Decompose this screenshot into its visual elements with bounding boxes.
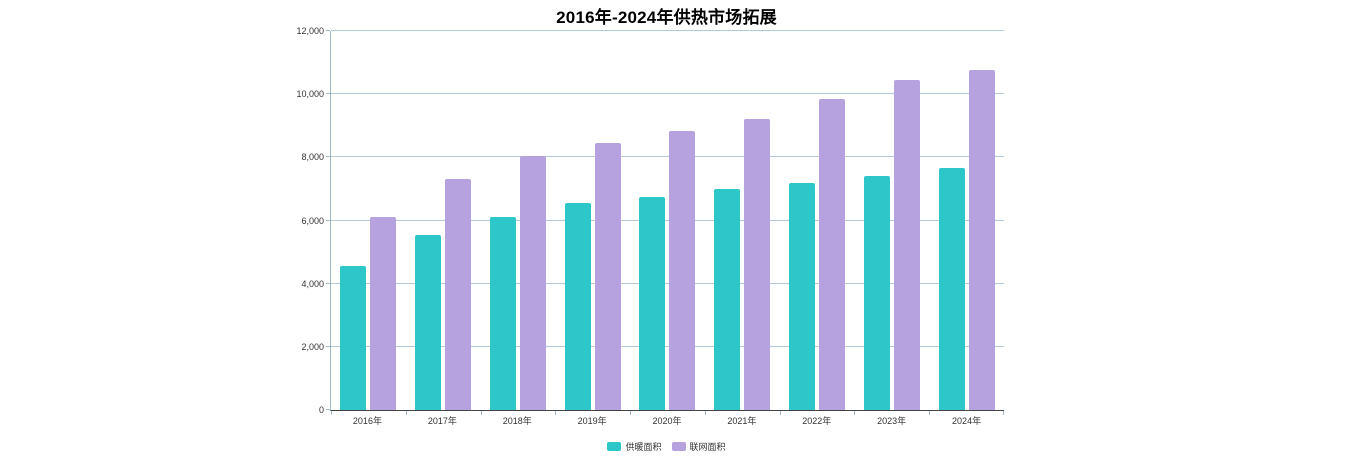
y-axis-label: 2,000 bbox=[301, 341, 324, 352]
y-axis-tick bbox=[326, 345, 330, 347]
y-axis-label: 6,000 bbox=[301, 215, 324, 226]
y-axis-tick bbox=[326, 93, 330, 95]
bar-group-2022年 bbox=[780, 31, 855, 410]
bar-series1-2023年[interactable] bbox=[863, 176, 890, 410]
legend-label: 联网面积 bbox=[689, 442, 726, 452]
gridline bbox=[331, 282, 1004, 284]
bar-group-2023年 bbox=[854, 31, 929, 410]
y-axis-label: 8,000 bbox=[301, 152, 324, 163]
x-axis-tick bbox=[331, 411, 332, 415]
legend-label: 供暖面积 bbox=[625, 442, 662, 452]
y-axis-label: 12,000 bbox=[296, 26, 324, 36]
y-axis-label: 4,000 bbox=[301, 278, 324, 289]
plot-area bbox=[326, 30, 1004, 415]
bar-series2-2017年[interactable] bbox=[445, 179, 472, 410]
y-axis-labels: 0 2,000 4,000 6,000 8,000 10,000 12,000 bbox=[0, 26, 324, 415]
x-axis-label: 2021年 bbox=[727, 416, 757, 426]
series2-swatch-icon bbox=[671, 442, 686, 451]
x-axis-tick bbox=[630, 411, 632, 415]
y-axis-label: 10,000 bbox=[296, 89, 324, 100]
gridline bbox=[331, 345, 1004, 347]
y-axis-tick bbox=[326, 282, 330, 284]
gridline bbox=[331, 156, 1004, 158]
legend-item-series2[interactable]: 联网面积 bbox=[671, 440, 726, 453]
bar-group-2020年 bbox=[630, 31, 705, 410]
bar-series2-2022年[interactable] bbox=[819, 98, 846, 410]
bar-series2-2024年[interactable] bbox=[968, 70, 995, 410]
legend-item-series1[interactable]: 供暖面积 bbox=[607, 440, 662, 453]
y-axis-tick bbox=[326, 219, 330, 221]
y-axis-tick bbox=[326, 30, 330, 31]
x-axis-tick bbox=[779, 411, 781, 415]
gridline bbox=[331, 219, 1004, 221]
x-axis-tick bbox=[405, 411, 407, 415]
chart-legend: 供暖面积 联网面积 bbox=[290, 440, 1043, 453]
gridline bbox=[331, 93, 1004, 95]
bar-series1-2016年[interactable] bbox=[340, 266, 367, 410]
bar-series1-2022年[interactable] bbox=[789, 182, 816, 410]
x-axis-label: 2022年 bbox=[802, 416, 832, 426]
y-axis-tick bbox=[326, 156, 330, 158]
bar-series1-2019年[interactable] bbox=[564, 203, 591, 410]
gridline bbox=[331, 30, 1004, 31]
bar-series2-2019年[interactable] bbox=[594, 143, 621, 410]
bar-series2-2016年[interactable] bbox=[370, 217, 397, 410]
x-axis-label: 2020年 bbox=[652, 416, 682, 426]
bar-group-2024年 bbox=[929, 31, 1004, 410]
bar-group-2017年 bbox=[406, 31, 481, 410]
bar-group-2018年 bbox=[481, 31, 556, 410]
bar-series1-2017年[interactable] bbox=[415, 234, 442, 410]
bar-group-2021年 bbox=[705, 31, 780, 410]
bar-series2-2023年[interactable] bbox=[893, 79, 920, 410]
bar-series1-2024年[interactable] bbox=[938, 168, 965, 410]
chart-title: 2016年-2024年供热市场拓展 bbox=[556, 8, 777, 27]
x-axis-tick bbox=[704, 411, 706, 415]
x-axis-tick bbox=[929, 411, 931, 415]
x-axis-label: 2019年 bbox=[577, 416, 607, 426]
bar-series1-2018年[interactable] bbox=[489, 217, 516, 410]
bar-group-2019年 bbox=[555, 31, 630, 410]
x-axis-tick bbox=[555, 411, 557, 415]
bar-series1-2020年[interactable] bbox=[639, 196, 666, 410]
x-axis-label: 2016年 bbox=[352, 416, 382, 426]
bar-series2-2020年[interactable] bbox=[669, 130, 696, 410]
bar-series2-2018年[interactable] bbox=[519, 155, 546, 410]
x-axis-label: 2018年 bbox=[502, 416, 532, 426]
x-axis-label: 2024年 bbox=[952, 416, 982, 426]
x-axis-label: 2017年 bbox=[427, 416, 457, 426]
bar-series2-2021年[interactable] bbox=[744, 119, 771, 410]
y-axis-tick bbox=[326, 409, 330, 410]
bar-group-2016年 bbox=[331, 31, 406, 410]
x-axis-label: 2023年 bbox=[877, 416, 907, 426]
series1-swatch-icon bbox=[607, 442, 622, 451]
x-axis-tick bbox=[854, 411, 856, 415]
x-axis-labels: 2016年 2017年 2018年 2019年 2020年 2021年 2022… bbox=[330, 414, 1004, 427]
x-axis-tick bbox=[1003, 411, 1004, 415]
y-axis-label: 0 bbox=[318, 405, 324, 415]
bar-series1-2021年[interactable] bbox=[714, 188, 741, 410]
x-axis-tick bbox=[480, 411, 482, 415]
